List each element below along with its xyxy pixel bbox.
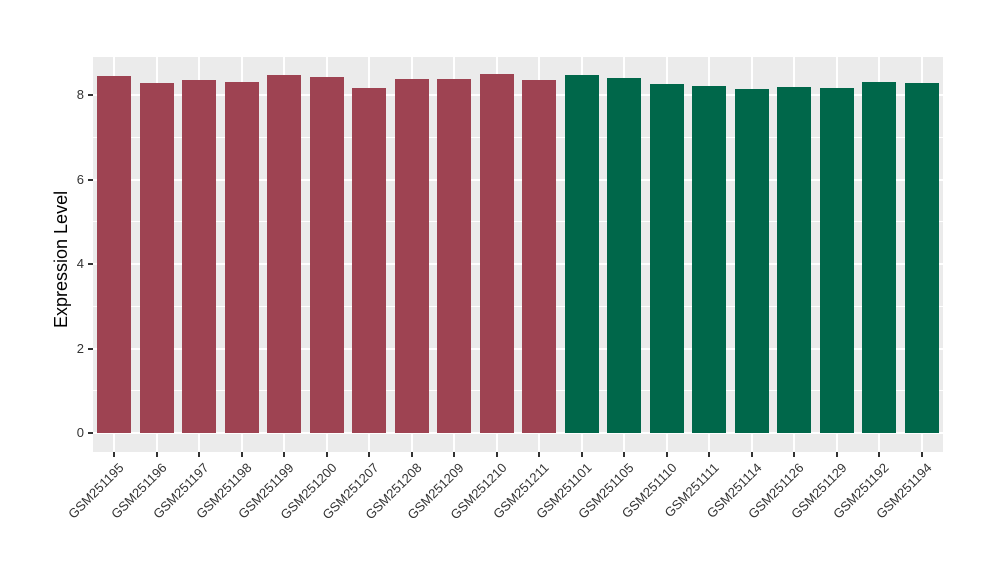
gridline-major-y0 [93, 432, 943, 434]
bar-GSM251195 [97, 76, 132, 433]
bar-GSM251129 [819, 88, 854, 433]
bar-GSM251126 [777, 86, 812, 433]
bar-GSM251194 [904, 82, 939, 433]
y-tick-mark-2 [88, 347, 93, 350]
bar-GSM251192 [862, 81, 897, 433]
y-tick-label-8: 8 [76, 87, 84, 103]
x-tick-mark-GSM251195 [113, 452, 116, 457]
x-tick-mark-GSM251200 [325, 452, 328, 457]
x-tick-mark-GSM251129 [835, 452, 838, 457]
y-tick-mark-0 [88, 432, 93, 434]
bar-GSM251101 [564, 75, 599, 433]
bar-GSM251210 [479, 74, 514, 433]
x-tick-mark-GSM251197 [198, 452, 201, 457]
gridline-minor-y1 [93, 390, 943, 392]
gridline-minor-y3 [93, 305, 943, 307]
x-tick-mark-GSM251211 [538, 452, 541, 457]
bar-GSM251209 [437, 78, 472, 433]
x-tick-mark-GSM251208 [410, 452, 413, 457]
y-tick-label-4: 4 [76, 256, 84, 271]
plot-panel [93, 57, 943, 452]
y-tick-label-0: 0 [76, 425, 84, 440]
x-tick-mark-GSM251110 [665, 452, 668, 457]
x-tick-mark-GSM251196 [155, 452, 158, 457]
bar-GSM251110 [649, 83, 684, 433]
bar-GSM251199 [267, 74, 302, 433]
x-tick-mark-GSM251192 [878, 452, 881, 457]
x-tick-mark-GSM251199 [283, 452, 286, 457]
y-tick-label-6: 6 [76, 171, 84, 187]
bar-GSM251197 [182, 80, 217, 433]
x-tick-mark-GSM251209 [453, 452, 456, 457]
gridline-minor-y7 [93, 136, 943, 138]
gridline-major-y8 [93, 94, 943, 97]
y-tick-mark-8 [88, 94, 93, 97]
y-tick-mark-6 [88, 178, 93, 181]
bar-GSM251200 [309, 77, 344, 433]
bar-GSM251211 [522, 79, 557, 433]
y-tick-mark-4 [88, 263, 93, 265]
x-tick-mark-GSM251194 [920, 452, 923, 457]
bar-GSM251105 [607, 78, 642, 433]
gridline-minor-y5 [93, 221, 943, 223]
x-tick-mark-GSM251101 [580, 452, 583, 457]
gridline-major-y2 [93, 347, 943, 350]
bar-GSM251114 [734, 89, 769, 433]
gridline-major-y6 [93, 178, 943, 181]
gridline-major-y4 [93, 263, 943, 265]
bar-GSM251111 [692, 85, 727, 433]
bar-GSM251196 [139, 83, 174, 433]
x-tick-mark-GSM251207 [368, 452, 371, 457]
x-tick-mark-GSM251114 [750, 452, 753, 457]
x-tick-mark-GSM251105 [623, 452, 626, 457]
x-tick-mark-GSM251210 [495, 452, 498, 457]
bar-GSM251207 [352, 88, 387, 433]
y-tick-label-2: 2 [76, 340, 84, 356]
x-tick-mark-GSM251126 [793, 452, 796, 457]
bar-GSM251208 [394, 79, 429, 433]
x-tick-mark-GSM251198 [240, 452, 243, 457]
x-tick-mark-GSM251111 [708, 452, 711, 457]
bar-GSM251198 [224, 81, 259, 433]
